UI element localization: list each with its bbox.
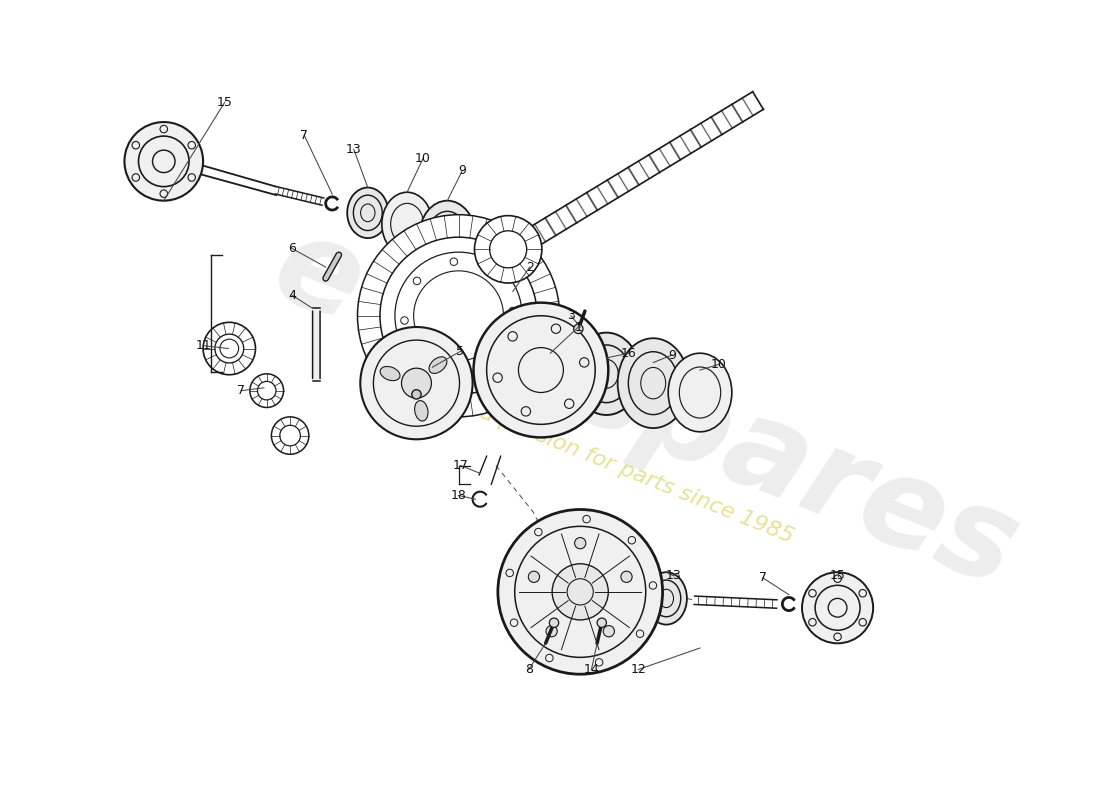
Ellipse shape — [573, 333, 640, 415]
Text: 7: 7 — [238, 384, 245, 397]
Bar — [312, 308, 320, 382]
Circle shape — [402, 368, 431, 398]
Text: 13: 13 — [666, 570, 682, 582]
Text: 11: 11 — [196, 339, 212, 352]
Text: 7: 7 — [300, 129, 308, 142]
Ellipse shape — [415, 401, 428, 421]
Text: 1: 1 — [574, 321, 582, 334]
Ellipse shape — [348, 187, 388, 238]
Circle shape — [546, 626, 558, 637]
Ellipse shape — [381, 366, 400, 381]
Text: 17: 17 — [452, 459, 469, 472]
FancyArrow shape — [451, 370, 475, 386]
Circle shape — [597, 618, 606, 627]
Ellipse shape — [618, 338, 689, 428]
Circle shape — [358, 214, 560, 417]
Text: a passion for parts since 1985: a passion for parts since 1985 — [476, 402, 796, 547]
Text: 16: 16 — [621, 346, 637, 360]
Circle shape — [603, 626, 615, 637]
Text: eurospares: eurospares — [256, 206, 1035, 614]
Circle shape — [552, 564, 608, 620]
Circle shape — [361, 327, 473, 439]
Ellipse shape — [668, 354, 732, 432]
Text: 18: 18 — [451, 489, 466, 502]
Circle shape — [124, 122, 204, 201]
Text: 2: 2 — [526, 261, 534, 274]
Circle shape — [620, 571, 632, 582]
Text: 14: 14 — [584, 663, 600, 676]
Text: 3: 3 — [566, 310, 575, 322]
Circle shape — [549, 618, 559, 627]
Circle shape — [474, 216, 542, 283]
Circle shape — [272, 417, 309, 454]
Ellipse shape — [382, 192, 432, 256]
Ellipse shape — [646, 572, 686, 625]
Circle shape — [395, 252, 522, 379]
Text: 6: 6 — [288, 242, 296, 255]
Text: 5: 5 — [456, 345, 464, 358]
Circle shape — [802, 572, 873, 643]
Text: 10: 10 — [711, 358, 727, 371]
Text: 12: 12 — [630, 663, 646, 676]
Circle shape — [204, 322, 255, 374]
Circle shape — [473, 302, 608, 438]
Circle shape — [528, 571, 540, 582]
Ellipse shape — [419, 201, 475, 272]
Circle shape — [574, 324, 583, 334]
Text: 8: 8 — [525, 663, 532, 676]
Circle shape — [250, 374, 284, 407]
Text: 7: 7 — [759, 571, 767, 584]
Circle shape — [411, 390, 421, 399]
Text: 10: 10 — [415, 152, 431, 165]
Circle shape — [574, 538, 586, 549]
Ellipse shape — [429, 357, 447, 374]
Text: 9: 9 — [668, 349, 675, 362]
Text: 13: 13 — [345, 142, 362, 156]
Text: 9: 9 — [459, 164, 466, 178]
Text: 4: 4 — [288, 289, 296, 302]
Text: 15: 15 — [217, 96, 232, 109]
Circle shape — [498, 510, 662, 674]
Text: 15: 15 — [829, 570, 846, 582]
